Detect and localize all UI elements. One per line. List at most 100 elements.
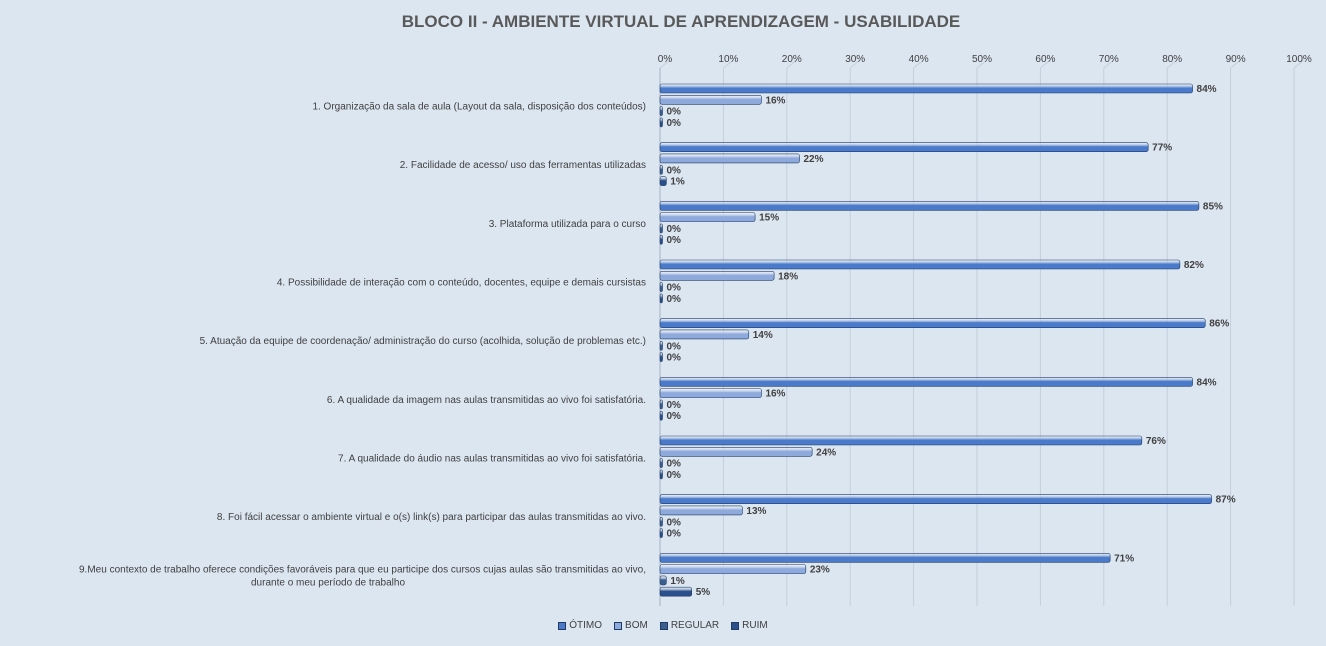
data-label: 0% <box>667 459 682 470</box>
x-tick-label: 60% <box>1035 54 1055 65</box>
bar-bom <box>659 95 762 105</box>
x-tick-label: 40% <box>909 54 929 65</box>
data-label: 14% <box>753 330 773 341</box>
bar-ruim <box>659 117 663 128</box>
gridline-depth <box>976 59 988 69</box>
data-label: 23% <box>810 565 830 576</box>
legend-item: BOM <box>614 620 648 631</box>
category-label: durante o meu período de trabalho <box>251 577 405 588</box>
bar-regular <box>659 282 663 292</box>
bar-regular <box>659 164 663 175</box>
data-label: 0% <box>667 235 682 246</box>
bar-regular <box>659 340 663 351</box>
data-label: 0% <box>667 411 682 422</box>
category-label: 6. A qualidade da imagem nas aulas trans… <box>327 395 646 406</box>
bar-regular <box>659 399 663 410</box>
data-label: 0% <box>667 224 682 235</box>
bar-ruim <box>659 234 663 245</box>
bar-ruim <box>659 586 693 597</box>
bar-ruim <box>659 176 667 186</box>
gridline-depth <box>849 59 861 69</box>
bar-ótimo <box>659 318 1206 328</box>
category-label: 1. Organização da sala de aula (Layout d… <box>312 101 646 112</box>
data-label: 0% <box>667 470 682 481</box>
data-label: 22% <box>803 154 823 165</box>
gridline-depth <box>1230 59 1241 69</box>
legend-swatch <box>731 621 740 630</box>
gridline-depth <box>1293 59 1305 69</box>
category-label: 4. Possibilidade de interação com o cont… <box>277 277 646 288</box>
data-label: 0% <box>667 517 682 528</box>
x-tick-label: 30% <box>845 54 865 65</box>
data-label: 0% <box>667 529 682 540</box>
category-label: 2. Facilidade de acesso/ uso das ferrame… <box>400 160 646 171</box>
data-label: 0% <box>667 165 682 176</box>
data-label: 0% <box>667 353 682 364</box>
x-tick-label: 0% <box>658 54 673 65</box>
x-tick-label: 10% <box>718 54 738 65</box>
data-label: 85% <box>1203 201 1223 212</box>
bar-ótimo <box>659 201 1200 211</box>
legend-label: RUIM <box>742 620 768 631</box>
bar-ruim <box>659 528 663 538</box>
bar-ótimo <box>659 142 1149 152</box>
bar-regular <box>659 106 663 116</box>
data-label: 13% <box>746 506 766 517</box>
legend: ÓTIMO BOM REGULAR RUIM <box>0 620 1326 631</box>
bar-ótimo <box>659 83 1193 94</box>
legend-label: REGULAR <box>670 620 720 631</box>
data-label: 87% <box>1216 495 1236 506</box>
bar-regular <box>659 223 663 234</box>
gridline-depth <box>913 59 924 69</box>
data-label: 77% <box>1152 143 1172 154</box>
data-label: 84% <box>1197 377 1217 388</box>
x-tick-label: 100% <box>1286 54 1312 65</box>
data-label: 0% <box>667 283 682 294</box>
x-tick-label: 90% <box>1226 54 1246 65</box>
data-label: 0% <box>667 294 682 305</box>
x-tick-label: 50% <box>972 54 992 65</box>
data-label: 18% <box>778 271 798 282</box>
bar-bom <box>659 446 813 457</box>
chart-title: BLOCO II - AMBIENTE VIRTUAL DE APRENDIZA… <box>401 12 961 31</box>
bar-ótimo <box>659 377 1193 387</box>
gridline-depth <box>1166 59 1178 69</box>
bar-ótimo <box>659 259 1181 270</box>
data-label: 24% <box>816 447 836 458</box>
bar-ótimo <box>659 435 1143 446</box>
bar-bom <box>659 505 743 516</box>
bar-ruim <box>659 293 663 304</box>
data-label: 16% <box>765 389 785 400</box>
data-label: 0% <box>667 400 682 411</box>
data-label: 82% <box>1184 260 1204 271</box>
bar-bom <box>659 564 807 574</box>
x-tick-label: 20% <box>782 54 802 65</box>
legend-item: ÓTIMO <box>558 620 602 631</box>
data-label: 1% <box>670 576 685 587</box>
bar-regular <box>659 458 663 468</box>
category-label: 5. Atuação da equipe de coordenação/ adm… <box>200 336 646 347</box>
data-label: 16% <box>765 95 785 106</box>
legend-item: REGULAR <box>659 620 720 631</box>
legend-label: ÓTIMO <box>569 620 603 631</box>
bar-ruim <box>659 469 663 480</box>
data-label: 1% <box>670 177 685 188</box>
data-label: 76% <box>1146 436 1166 447</box>
category-label: 7. A qualidade do áudio nas aulas transm… <box>338 453 646 464</box>
data-label: 5% <box>696 587 711 598</box>
bar-ótimo <box>659 494 1212 504</box>
category-label: 8. Foi fácil acessar o ambiente virtual … <box>217 512 646 523</box>
gridline-depth <box>659 59 671 69</box>
gridline-depth <box>1103 59 1115 69</box>
data-label: 71% <box>1114 553 1134 564</box>
bar-bom <box>659 388 762 398</box>
x-tick-label: 70% <box>1099 54 1119 65</box>
bar-ótimo <box>659 553 1111 563</box>
legend-swatch <box>614 621 623 630</box>
x-tick-label: 80% <box>1162 54 1182 65</box>
legend-label: BOM <box>625 620 648 631</box>
bar-ruim <box>659 352 663 362</box>
gridline-depth <box>1040 59 1051 69</box>
